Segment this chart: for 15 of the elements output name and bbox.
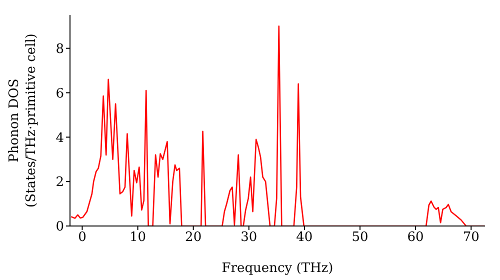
x-tick-label: 30 bbox=[240, 230, 258, 246]
x-tick-label: 10 bbox=[130, 230, 146, 246]
x-tick-label: 40 bbox=[296, 230, 313, 246]
y-tick-label: 8 bbox=[56, 42, 64, 57]
y-tick-label: 0 bbox=[56, 220, 64, 235]
y-tick-label: 4 bbox=[56, 130, 64, 146]
y-axis-title: Phonon DOS (States/THz·primitive cell) bbox=[7, 33, 39, 208]
y-tick-label: 2 bbox=[56, 175, 64, 190]
x-tick-label: 60 bbox=[407, 230, 424, 246]
x-tick-label: 0 bbox=[78, 230, 86, 246]
x-tick-label: 20 bbox=[185, 230, 202, 246]
y-tick-label: 6 bbox=[56, 86, 64, 102]
x-tick-label: 50 bbox=[352, 230, 368, 246]
x-tick-label: 70 bbox=[462, 230, 480, 246]
x-axis-title: Frequency (THz) bbox=[222, 261, 334, 276]
